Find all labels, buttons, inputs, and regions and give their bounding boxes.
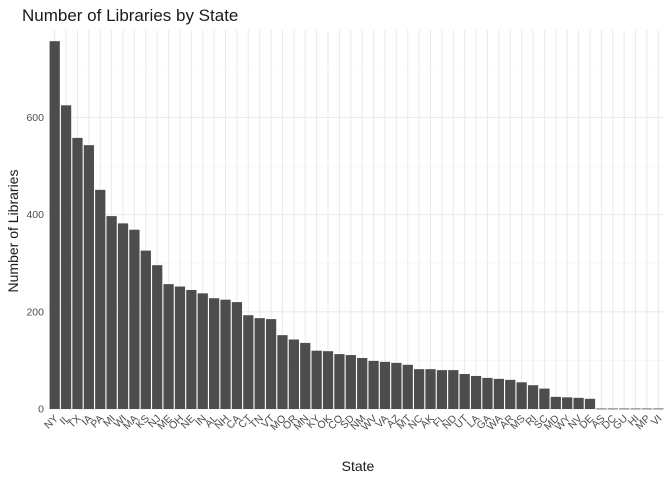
bar-gu	[619, 408, 630, 410]
bar-tn	[254, 318, 265, 409]
bar-nc	[414, 369, 425, 409]
bar-va	[379, 361, 391, 409]
bar-mt	[402, 364, 413, 409]
bar-vi	[653, 408, 664, 410]
bar-mo	[277, 335, 288, 409]
bar-az	[391, 362, 402, 409]
bar-hi	[630, 408, 641, 410]
bar-al	[209, 298, 220, 409]
bar-dc	[607, 408, 618, 410]
bar-nh	[220, 299, 231, 409]
bar-wa	[493, 378, 504, 409]
bar-ar	[505, 379, 516, 409]
bar-ct	[243, 315, 254, 409]
bar-il	[60, 105, 72, 410]
bar-nm	[357, 357, 368, 409]
y-tick-label: 200	[26, 306, 44, 318]
bar-ak	[425, 369, 436, 409]
y-axis-ticks: 0 200 400 600	[26, 112, 44, 416]
bar-ny	[49, 41, 60, 410]
x-axis-ticks: NYILTXIAPAMIWIMAKSNJMEOHNEINALNHCACTTNVT…	[42, 412, 664, 433]
y-tick-label: 600	[26, 112, 44, 124]
chart-title: Number of Libraries by State	[22, 6, 238, 25]
x-tick-label-ny: NY	[42, 413, 61, 432]
bar-as	[596, 408, 607, 410]
bar-me	[163, 284, 174, 409]
bar-ok	[322, 351, 334, 409]
bar-ks	[140, 250, 151, 409]
y-tick-label: 0	[38, 404, 44, 416]
bar-ky	[311, 350, 322, 409]
y-tick-label: 400	[26, 209, 44, 221]
bar-co	[334, 354, 345, 409]
bar-ia	[83, 145, 94, 409]
bar-in	[197, 293, 208, 409]
bars	[49, 41, 664, 410]
bar-sd	[345, 355, 356, 409]
bar-md	[550, 396, 561, 409]
bar-sc	[539, 388, 550, 409]
bar-vt	[265, 319, 277, 409]
bar-oh	[174, 286, 186, 409]
bar-ut	[459, 374, 470, 409]
bar-wi	[117, 223, 129, 409]
bar-nv	[573, 397, 584, 409]
x-tick-label-vi: VI	[649, 413, 665, 429]
bar-ne	[186, 289, 197, 409]
bar-or	[288, 339, 299, 409]
bar-wv	[368, 360, 379, 409]
bar-de	[584, 398, 596, 409]
bar-nj	[152, 265, 163, 409]
x-axis-title: State	[342, 458, 375, 474]
bar-wy	[562, 397, 573, 409]
bar-ri	[527, 385, 539, 409]
bar-fl	[436, 370, 448, 409]
bar-ga	[482, 377, 493, 409]
bar-mi	[106, 216, 117, 409]
bar-mp	[641, 408, 653, 410]
bar-ms	[516, 382, 527, 409]
bar-pa	[95, 189, 106, 409]
bar-tx	[72, 137, 83, 409]
y-axis-title: Number of Libraries	[5, 170, 21, 293]
bar-la	[470, 375, 482, 409]
bar-mn	[300, 342, 311, 409]
bar-nd	[448, 370, 459, 409]
bar-ca	[231, 302, 243, 409]
bar-ma	[129, 229, 140, 409]
x-tick-label-mp: MP	[633, 413, 653, 433]
